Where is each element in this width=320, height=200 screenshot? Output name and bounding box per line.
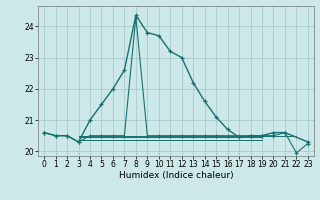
X-axis label: Humidex (Indice chaleur): Humidex (Indice chaleur) (119, 171, 233, 180)
